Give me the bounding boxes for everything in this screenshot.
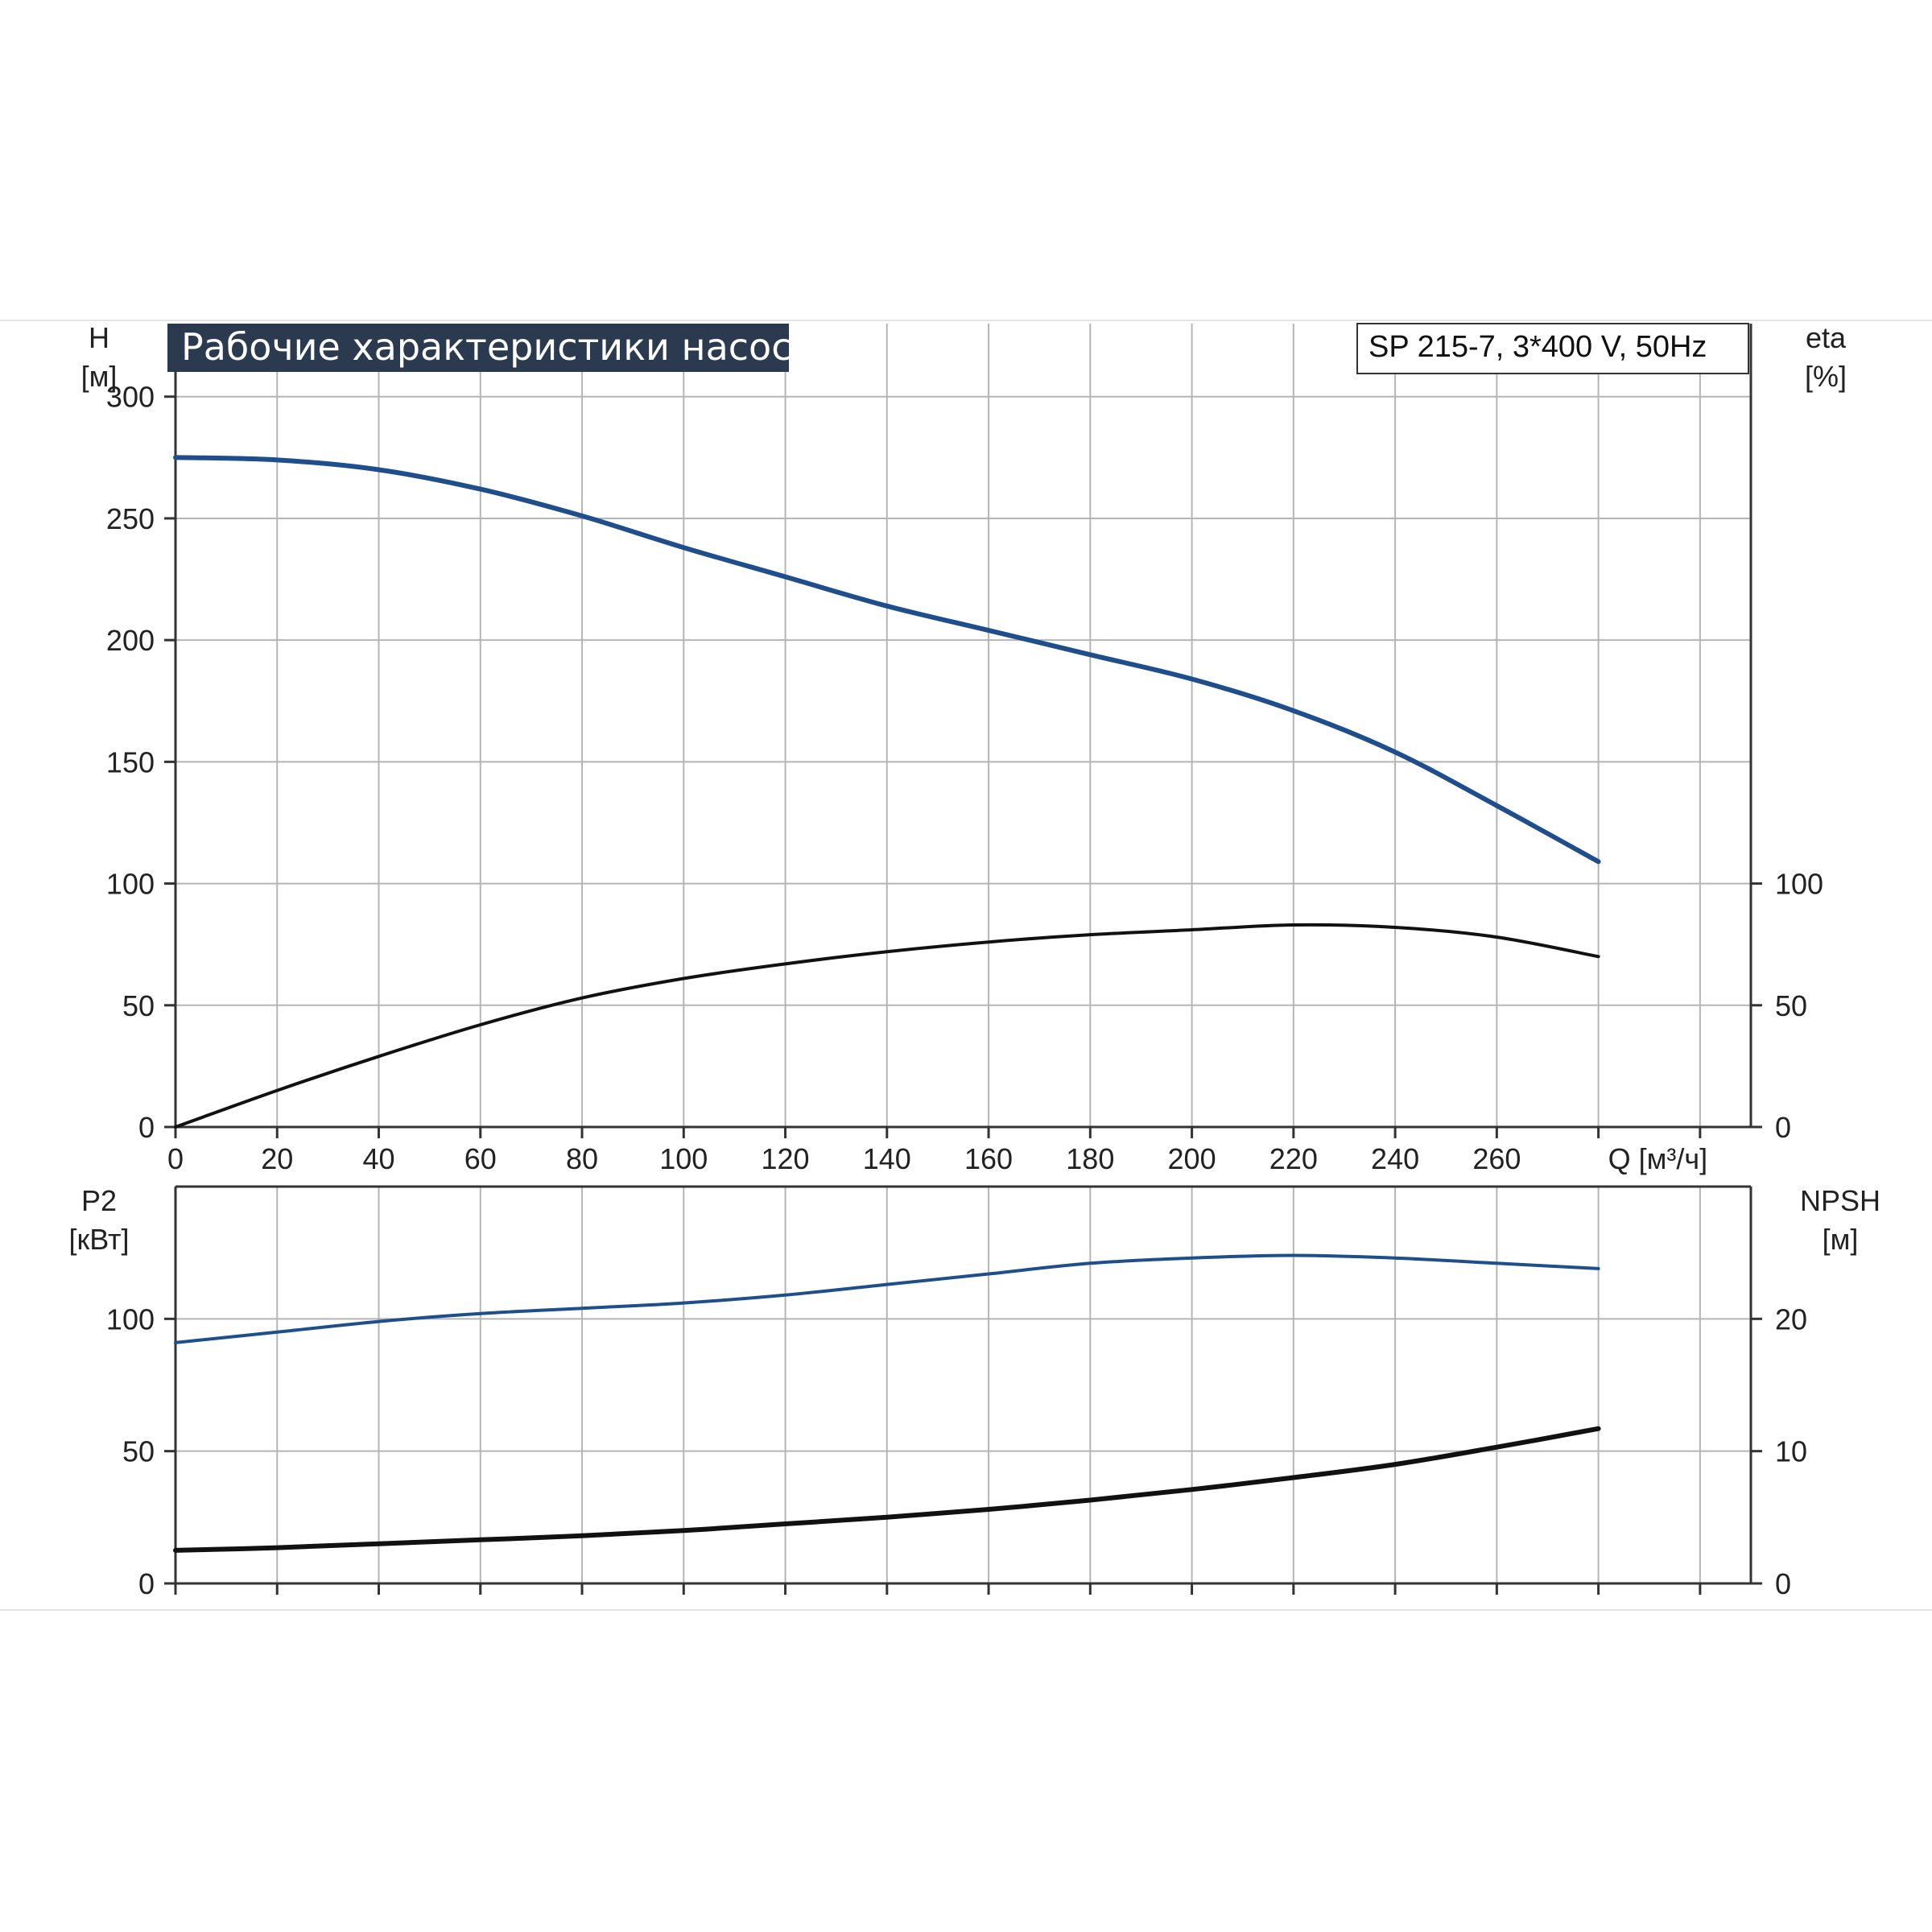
bottom-left-tick-label: 0 [138,1567,155,1600]
top-x-tick-label: 40 [362,1142,394,1175]
top-left-axis-unit: [м] [81,360,118,393]
top-x-tick-label: 140 [863,1142,911,1175]
bottom-left-tick-label: 100 [106,1302,155,1335]
bottom-panel: 0 50 100 0 10 20 P2 [кВт] NPSH [м] [68,1184,1880,1600]
top-x-tick-label: 160 [964,1142,1013,1175]
top-right-axis-label: eta [1806,321,1847,354]
top-x-tick-label: 0 [167,1142,184,1175]
top-x-tick-label: 120 [762,1142,810,1175]
top-x-tick-label: 100 [659,1142,708,1175]
model-box-border [1356,323,1749,374]
top-left-tick-label: 50 [122,989,155,1022]
top-right-axis-unit: [%] [1805,360,1847,393]
model-label: SP 215-7, 3*400 V, 50Hz [1368,330,1707,364]
top-x-tick-label: 260 [1472,1142,1521,1175]
title-background [167,324,789,372]
power-curve [174,1253,1600,1344]
top-right-tick-label: 0 [1775,1111,1791,1144]
chart-title: Рабочие характеристики насоса [181,325,815,369]
title-banner: Рабочие характеристики насоса [167,324,815,372]
bottom-right-axis-unit: [м] [1823,1223,1859,1256]
top-x-tick-label: 200 [1168,1142,1216,1175]
top-x-tick-label: 80 [566,1142,598,1175]
top-panel: 0 50 100 150 200 250 300 0 50 100 H [м] eta [%] 0 20 40 6… [81,321,1847,1175]
top-left-tick-label: 0 [138,1111,155,1144]
bottom-right-tick-label: 20 [1775,1302,1807,1335]
top-left-tick-label: 250 [106,502,155,535]
top-left-tick-label: 150 [106,745,155,778]
top-left-axis-label: H [89,321,109,354]
bottom-left-axis-unit: [кВт] [68,1223,129,1256]
top-left-tick-label: 100 [106,868,155,901]
bottom-right-axis-label: NPSH [1800,1184,1880,1217]
top-left-tick-label: 200 [106,624,155,657]
npsh-curve [173,1426,1601,1553]
bottom-right-tick-label: 0 [1775,1567,1791,1600]
x-axis-label: Q [м³/ч] [1608,1142,1708,1175]
efficiency-curve [174,923,1600,1129]
top-right-tick-label: 100 [1775,868,1823,901]
bottom-left-tick-label: 50 [122,1435,155,1468]
head-curve [173,455,1601,865]
top-x-tick-label: 20 [261,1142,293,1175]
top-x-tick-label: 60 [464,1142,497,1175]
model-box: SP 215-7, 3*400 V, 50Hz [1356,323,1749,374]
top-x-tick-label: 220 [1269,1142,1318,1175]
top-left-tick-label: 300 [106,381,155,414]
top-x-tick-label: 180 [1066,1142,1114,1175]
bottom-right-tick-label: 10 [1775,1435,1807,1468]
bottom-left-axis-label: P2 [81,1184,117,1217]
top-right-tick-label: 50 [1775,989,1807,1022]
top-x-tick-label: 240 [1371,1142,1419,1175]
